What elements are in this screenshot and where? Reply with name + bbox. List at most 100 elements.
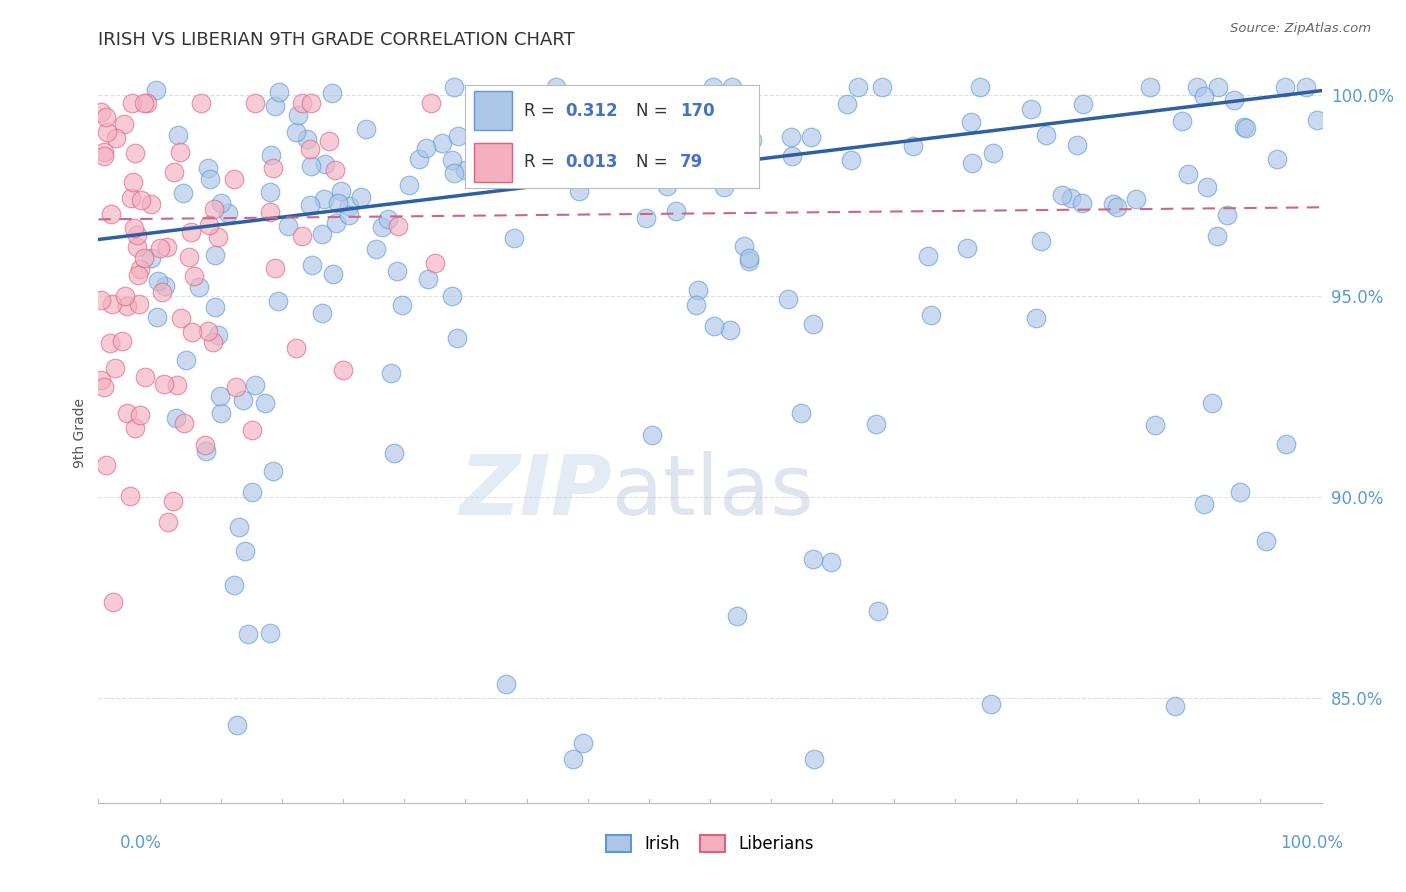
Point	[440, 289, 463, 303]
Point	[162, 493, 184, 508]
Point	[713, 96, 735, 111]
Point	[243, 95, 266, 110]
Point	[201, 335, 224, 350]
Point	[146, 274, 169, 288]
Point	[170, 310, 193, 325]
Point	[90, 105, 112, 120]
Point	[382, 446, 405, 460]
Point	[225, 380, 247, 394]
Point	[122, 175, 145, 189]
Point	[1025, 310, 1047, 325]
Point	[209, 196, 232, 211]
Point	[124, 420, 146, 434]
Point	[100, 207, 122, 221]
Point	[202, 202, 225, 216]
Point	[129, 409, 152, 423]
Point	[329, 184, 352, 198]
Point	[685, 129, 707, 144]
Point	[519, 140, 541, 154]
Point	[129, 194, 152, 208]
Point	[1171, 114, 1194, 128]
Point	[197, 324, 219, 338]
Point	[354, 122, 377, 136]
Point	[155, 279, 177, 293]
Point	[738, 253, 761, 268]
Point	[917, 249, 939, 263]
Point	[173, 416, 195, 430]
Point	[720, 79, 742, 94]
Point	[285, 341, 308, 355]
Point	[714, 128, 737, 143]
Point	[1306, 113, 1329, 128]
Point	[207, 327, 229, 342]
Point	[562, 751, 585, 765]
Point	[208, 389, 231, 403]
Y-axis label: 9th Grade: 9th Grade	[73, 398, 87, 467]
Point	[1254, 533, 1277, 548]
Point	[180, 226, 202, 240]
Point	[115, 405, 138, 419]
Point	[139, 251, 162, 265]
Point	[432, 136, 454, 151]
Point	[139, 197, 162, 211]
Point	[103, 594, 125, 608]
Point	[1164, 699, 1187, 714]
Point	[546, 79, 568, 94]
Point	[1192, 498, 1215, 512]
Point	[1050, 188, 1073, 202]
Point	[195, 444, 218, 458]
Point	[157, 515, 180, 529]
Point	[322, 267, 344, 281]
Point	[90, 293, 112, 308]
Point	[259, 185, 281, 199]
Point	[238, 626, 260, 640]
Point	[741, 133, 763, 147]
Point	[865, 417, 887, 432]
Point	[337, 199, 360, 213]
Point	[1275, 437, 1298, 451]
Point	[1274, 79, 1296, 94]
Text: atlas: atlas	[612, 451, 814, 533]
Point	[1031, 234, 1053, 248]
Point	[686, 284, 709, 298]
Point	[1187, 79, 1209, 94]
Point	[204, 300, 226, 314]
Point	[321, 86, 343, 100]
Point	[291, 229, 314, 244]
Point	[495, 676, 517, 690]
Point	[969, 79, 991, 94]
Point	[104, 131, 127, 145]
Point	[135, 95, 157, 110]
Point	[585, 147, 607, 161]
Point	[183, 269, 205, 284]
Point	[1265, 152, 1288, 166]
Point	[299, 159, 322, 173]
Point	[332, 363, 354, 377]
Point	[101, 296, 124, 310]
Point	[370, 220, 392, 235]
Point	[425, 255, 447, 269]
Point	[323, 163, 346, 178]
Point	[134, 95, 156, 110]
Point	[1066, 138, 1088, 153]
Point	[901, 138, 924, 153]
Point	[408, 152, 430, 166]
Point	[125, 228, 148, 243]
Point	[418, 272, 440, 286]
Point	[512, 148, 534, 162]
Point	[128, 297, 150, 311]
Point	[125, 240, 148, 254]
Point	[703, 318, 725, 333]
Point	[678, 113, 700, 128]
Point	[733, 239, 755, 253]
Point	[93, 380, 115, 394]
Point	[506, 133, 529, 147]
Point	[121, 95, 143, 110]
Point	[122, 221, 145, 235]
Point	[198, 218, 221, 232]
Point	[104, 361, 127, 376]
Point	[960, 156, 983, 170]
Point	[782, 148, 804, 162]
Point	[364, 243, 387, 257]
Point	[150, 285, 173, 299]
